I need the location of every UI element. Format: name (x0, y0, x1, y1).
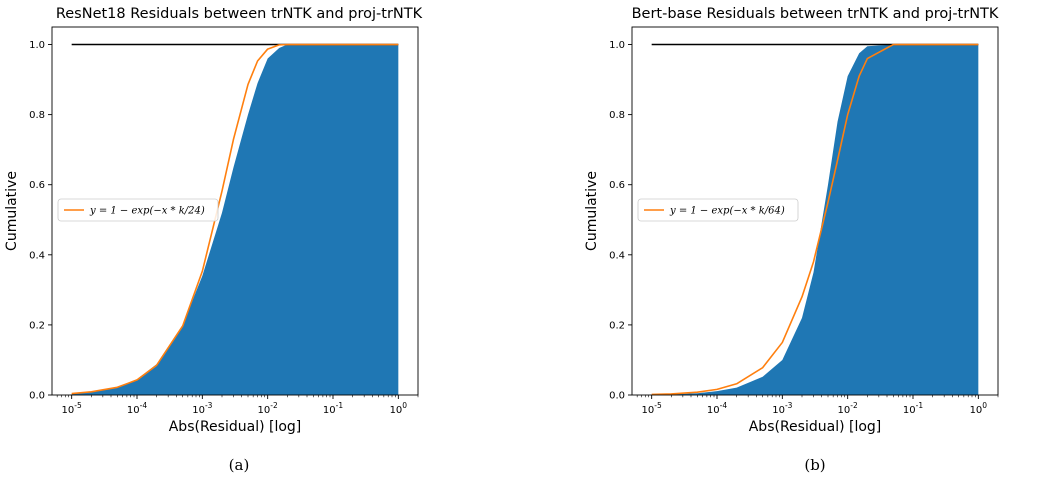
x-tick-label: 10-3 (772, 401, 792, 416)
plot-frame (51, 26, 419, 396)
y-tick-label: 0.0 (29, 391, 45, 402)
x-tick-label: 100 (970, 401, 988, 416)
x-tick-label: 10-2 (838, 401, 858, 416)
chart-panel-0: ResNet18 Residuals between trNTK and pro… (4, 6, 423, 474)
y-tick-label: 0.4 (29, 250, 45, 261)
legend-label: y = 1 − exp(−x * k/24) (89, 206, 205, 217)
y-axis-label: Cumulative (584, 171, 600, 251)
chart-title: ResNet18 Residuals between trNTK and pro… (56, 6, 423, 22)
fit-line (71, 43, 399, 395)
y-tick-label: 0.8 (609, 110, 625, 121)
legend-label: y = 1 − exp(−x * k/64) (669, 206, 785, 217)
x-tick-label: 10-4 (127, 401, 147, 416)
fit-line (651, 43, 979, 396)
y-axis-label: Cumulative (4, 171, 20, 251)
legend (637, 198, 799, 222)
panel-caption: (a) (229, 456, 250, 474)
y-tick-label: 0.2 (609, 320, 625, 331)
y-tick-label: 0.8 (29, 110, 45, 121)
histogram-area (71, 44, 399, 396)
x-axis-label: Abs(Residual) [log] (749, 419, 882, 435)
y-tick-label: 0.4 (609, 250, 625, 261)
chart-title: Bert-base Residuals between trNTK and pr… (632, 6, 999, 22)
x-tick-label: 10-3 (192, 401, 212, 416)
x-tick-label: 10-1 (903, 401, 923, 416)
x-tick-label: 10-4 (707, 401, 727, 416)
legend (57, 198, 219, 222)
panel-caption: (b) (804, 456, 825, 474)
x-axis-label: Abs(Residual) [log] (169, 419, 302, 435)
x-tick-label: 100 (390, 401, 408, 416)
plot-frame (631, 26, 999, 396)
y-tick-label: 0.6 (29, 180, 45, 191)
y-tick-label: 0.0 (609, 391, 625, 402)
y-tick-label: 0.6 (609, 180, 625, 191)
chart-panel-1: Bert-base Residuals between trNTK and pr… (584, 6, 999, 474)
y-tick-label: 0.2 (29, 320, 45, 331)
histogram-area (651, 44, 979, 396)
x-tick-label: 10-2 (258, 401, 278, 416)
x-tick-label: 10-1 (323, 401, 343, 416)
x-tick-label: 10-5 (642, 401, 662, 416)
y-tick-label: 1.0 (609, 40, 625, 51)
x-tick-label: 10-5 (62, 401, 82, 416)
y-tick-label: 1.0 (29, 40, 45, 51)
